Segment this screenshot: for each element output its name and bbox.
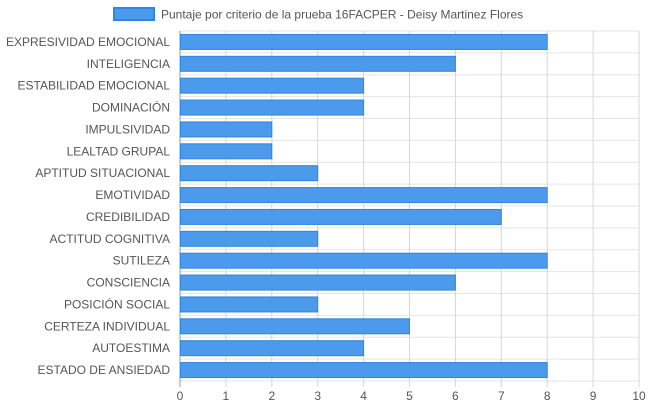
bars bbox=[180, 33, 548, 379]
category-label: POSICIÓN SOCIAL bbox=[64, 296, 170, 311]
x-tick-label: 2 bbox=[268, 389, 275, 403]
bar[interactable] bbox=[180, 230, 319, 247]
bar[interactable] bbox=[180, 143, 273, 160]
category-label: EXPRESIVIDAD EMOCIONAL bbox=[6, 35, 170, 49]
legend[interactable]: Puntaje por criterio de la prueba 16FACP… bbox=[113, 7, 523, 22]
bar[interactable] bbox=[180, 77, 365, 94]
x-tick-label: 1 bbox=[223, 389, 230, 403]
category-label: DOMINACIÓN bbox=[92, 100, 170, 115]
category-label: CONSCIENCIA bbox=[87, 276, 170, 290]
category-label: CERTEZA INDIVIDUAL bbox=[44, 319, 170, 333]
bar[interactable] bbox=[180, 296, 319, 313]
x-tick-label: 6 bbox=[452, 389, 459, 403]
category-label: INTELIGENCIA bbox=[87, 57, 170, 71]
bar[interactable] bbox=[180, 165, 319, 182]
category-label: AUTOESTIMA bbox=[92, 341, 170, 355]
bar[interactable] bbox=[180, 187, 548, 204]
x-tick-label: 0 bbox=[177, 389, 184, 403]
bar[interactable] bbox=[180, 340, 365, 357]
legend-swatch[interactable] bbox=[113, 7, 155, 21]
category-label: EMOTIVIDAD bbox=[95, 188, 170, 202]
category-label: ESTADO DE ANSIEDAD bbox=[38, 363, 171, 377]
category-label: ACTITUD COGNITIVA bbox=[50, 232, 170, 246]
x-tick-label: 7 bbox=[498, 389, 505, 403]
x-tick-label: 3 bbox=[314, 389, 321, 403]
bar[interactable] bbox=[180, 55, 456, 72]
x-axis-tick-labels: 0 1 2 3 4 5 6 7 8 9 10 bbox=[177, 389, 646, 403]
x-tick-label: 9 bbox=[590, 389, 597, 403]
category-label: IMPULSIVIDAD bbox=[85, 122, 170, 136]
bar[interactable] bbox=[180, 274, 456, 291]
bar[interactable] bbox=[180, 208, 502, 225]
bar[interactable] bbox=[180, 121, 273, 138]
bar[interactable] bbox=[180, 362, 548, 379]
category-label: LEALTAD GRUPAL bbox=[67, 144, 171, 158]
x-tick-label: 10 bbox=[632, 389, 646, 403]
category-labels: EXPRESIVIDAD EMOCIONAL INTELIGENCIA ESTABI… bbox=[6, 35, 170, 377]
category-label: APTITUD SITUACIONAL bbox=[35, 166, 170, 180]
x-tick-label: 4 bbox=[360, 389, 367, 403]
bar[interactable] bbox=[180, 33, 548, 50]
legend-label[interactable]: Puntaje por criterio de la prueba 16FACP… bbox=[161, 8, 523, 22]
bar[interactable] bbox=[180, 99, 365, 116]
category-label: ESTABILIDAD EMOCIONAL bbox=[18, 79, 171, 93]
bar[interactable] bbox=[180, 252, 548, 269]
x-tick-label: 5 bbox=[406, 389, 413, 403]
bar[interactable] bbox=[180, 318, 410, 335]
x-tick-label: 8 bbox=[544, 389, 551, 403]
category-label: SUTILEZA bbox=[113, 254, 170, 268]
category-label: CREDIBILIDAD bbox=[86, 210, 170, 224]
